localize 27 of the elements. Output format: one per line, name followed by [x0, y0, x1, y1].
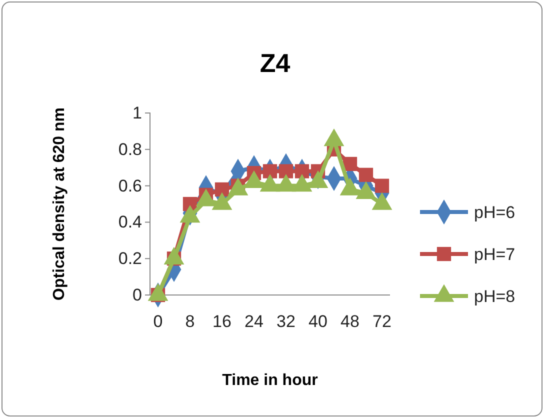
point — [214, 182, 230, 197]
point — [374, 178, 390, 193]
chart-title: Z4 — [260, 48, 291, 78]
point — [358, 168, 374, 182]
legend-label: pH=8 — [474, 287, 516, 306]
x-tick-label: 24 — [244, 312, 264, 332]
x-tick-label: 8 — [185, 312, 195, 332]
point — [294, 164, 310, 178]
x-tick-label: 16 — [212, 312, 232, 332]
x-tick-label: 32 — [276, 312, 296, 332]
y-tick-label: 0.6 — [118, 176, 142, 196]
point — [278, 164, 294, 178]
y-tick-label: 0.4 — [118, 212, 142, 232]
point — [342, 156, 358, 172]
y-tick-label: 0.2 — [118, 249, 142, 268]
point — [262, 164, 278, 178]
y-tick-label: 0.8 — [118, 140, 142, 159]
y-tick-label: 0 — [132, 285, 142, 304]
x-tick-label: 0 — [153, 312, 163, 332]
legend-label: pH=7 — [474, 245, 516, 264]
x-tick-label: 48 — [340, 312, 360, 332]
x-tick-label: 72 — [372, 312, 392, 332]
y-axis-title: Optical density at 620 nm — [51, 108, 68, 300]
legend-label: pH=6 — [474, 203, 516, 222]
x-tick-label: 40 — [308, 312, 328, 332]
y-tick-label: 1 — [132, 103, 142, 122]
x-axis-title: Time in hour — [222, 372, 318, 389]
